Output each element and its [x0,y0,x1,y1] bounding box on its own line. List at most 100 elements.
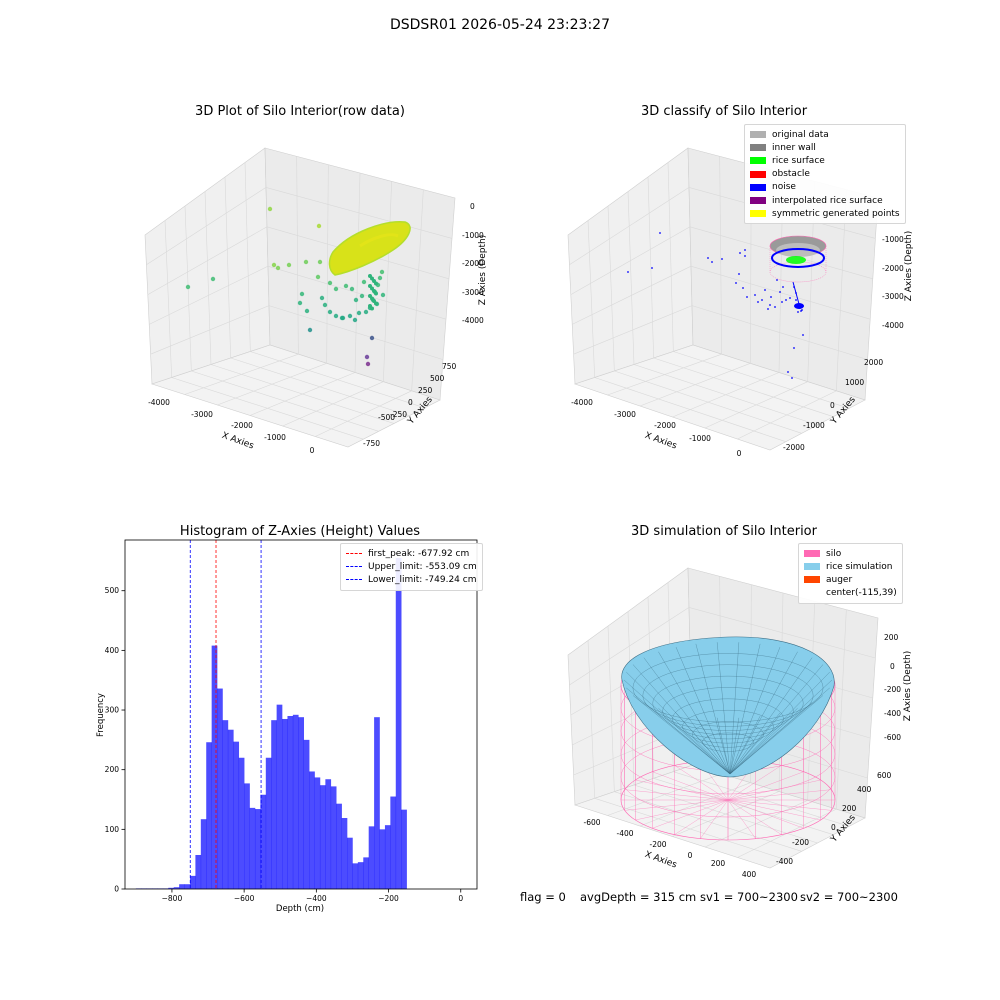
plot1-ztick: -2000 [462,259,484,268]
figure-suptitle: DSDSR01 2026-05-24 23:23:27 [389,17,610,33]
noise-point [787,371,789,373]
surface-mesh-line [729,679,833,775]
histogram-bar [271,720,277,889]
legend-swatch [750,197,766,205]
surface-mesh-line [626,671,731,775]
histogram-bar [189,875,196,889]
y-tick-label: 500 [105,586,120,595]
surface-mesh-line [716,642,731,775]
plot3-ylabel: Frequency [96,693,106,737]
grid-line [673,771,850,827]
surface-mesh-line [729,712,781,775]
silo-spoke [652,799,729,829]
histogram-bar [379,829,386,889]
noise-point [789,297,791,299]
plot4-xtick: 400 [742,870,757,879]
plot2-title: 3D classify of Silo Interior [640,104,808,119]
surface-mesh-line [658,708,731,775]
plot2-ytick: 1000 [845,378,864,387]
data-point [370,306,374,311]
surface-mesh-line [643,657,731,775]
plot1-ytick: -500 [378,413,395,422]
data-point [339,315,345,321]
noise-point [651,267,653,269]
legend-swatch [804,576,820,584]
legend-swatch [804,590,820,597]
legend-item-original-data: original data [750,128,900,141]
noise-point [738,273,740,275]
data-point [327,280,333,286]
data-point [380,292,386,298]
surface-mesh-line [626,687,731,775]
y-tick-label: 300 [105,706,120,715]
silo-spoke [727,779,821,801]
noise-point [791,377,793,379]
histogram-bar [325,779,332,889]
plot2-ztick: -2000 [882,264,904,273]
noise-point [744,249,746,251]
footer-sv2: sv2 = 700~2300 [800,890,898,904]
histogram-bar [200,819,207,889]
plot1-xtick: -4000 [148,398,170,407]
histogram-bar [341,818,348,889]
data-point [333,313,339,319]
histogram-bar [303,739,310,889]
surface-mesh-line [729,664,824,775]
noise-point [774,306,776,308]
legend-swatch [750,131,766,139]
x-tick-label: −400 [306,894,327,903]
grid-line [164,220,172,378]
histogram-bar [249,807,256,889]
data-point [374,301,378,306]
plot4-rice-surface [621,636,835,778]
data-point [377,275,383,281]
data-point [267,206,273,212]
plot2-xtick: -2000 [654,421,676,430]
plot1-ytick: 500 [430,374,445,383]
data-point [304,308,310,314]
data-point [359,293,365,299]
plot1-ytick: -250 [390,410,407,419]
surface-contour [682,710,774,744]
surface-mesh-line [729,716,761,775]
plot1-xtick: -3000 [191,410,213,419]
noise-point [711,261,713,263]
histogram-bar [211,645,218,889]
data-point [327,309,333,315]
noise-point [795,299,797,301]
histogram-bar [347,837,353,889]
plot1-ztick: -3000 [462,288,484,297]
plot4-legend: silo rice simulation auger center(-115,3… [798,543,903,604]
histogram-bar [179,884,185,889]
noise-point [800,310,802,312]
plot2-ztick: -3000 [882,292,904,301]
data-point [299,291,305,297]
noise-point [781,301,783,303]
data-point [364,354,370,360]
plot2-xtick: -4000 [571,398,593,407]
legend-item-lower-limit: Lower_limit: -749.24 cm [346,573,477,586]
histogram-bar [254,809,261,889]
grid-line [146,187,267,266]
grid-line [267,265,447,320]
silo-spoke [624,789,729,801]
legend-item-auger: auger [804,573,897,586]
histogram-bar [276,704,283,889]
histogram-bar [314,777,321,889]
plot1-ztick: 0 [470,202,475,211]
legend-line [346,553,362,555]
surface-mesh-line [716,717,731,775]
grid-line [383,181,392,382]
histogram-bar [222,720,229,889]
noise-point [746,296,748,298]
histogram-bar [298,717,305,889]
x-tick-label: 0 [458,894,463,903]
plot4-xtick: 0 [688,851,693,860]
data-point [317,259,323,265]
grid-line [667,162,674,352]
silo-spoke [727,799,832,811]
silo-spoke [674,799,729,835]
surface-mesh-line [632,695,731,775]
grid-line [250,351,425,409]
data-point [374,281,378,286]
